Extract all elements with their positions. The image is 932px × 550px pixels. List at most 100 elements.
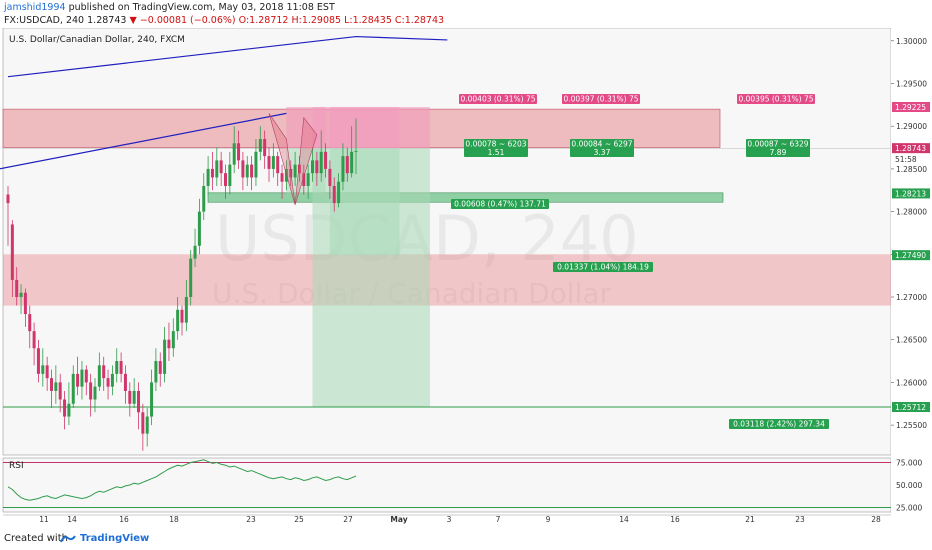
pl-label-2: 0.00084 ~ 6297 <box>571 140 632 149</box>
price-tag-label: 1.27490 <box>895 251 926 260</box>
candle-body <box>241 160 245 178</box>
candle-body <box>193 245 197 259</box>
created-with-text: Created with <box>4 533 68 544</box>
x-tick-label: 23 <box>246 515 256 524</box>
publish-text: published on TradingView.com, May 03, 20… <box>68 2 335 13</box>
rsi-line <box>7 459 357 501</box>
target-label-3: 0.03118 (2.42%) 297.34 <box>733 420 825 429</box>
symbol-label: FX:USDCAD, 240 <box>4 15 85 26</box>
target-label-2: 0.01337 (1.04%) 184.19 <box>557 263 649 272</box>
rsi-level-label: 25.000 <box>896 504 922 513</box>
candle-body <box>45 365 49 379</box>
candle-body <box>354 150 358 152</box>
rsi-title: RSI <box>9 461 24 471</box>
price-tag-label: 1.28213 <box>895 189 926 198</box>
pl-label-2-bg <box>570 139 634 157</box>
candle-countdown: 51:58 <box>895 155 917 164</box>
price-tag-bg <box>892 143 930 154</box>
candle-body <box>171 331 175 349</box>
candle-body <box>297 164 301 174</box>
pl-label-2-sub: 3.37 <box>594 148 611 157</box>
candle-body <box>332 185 336 204</box>
candle-body <box>324 151 328 169</box>
harmonic-leg-xab <box>268 113 296 205</box>
candle-body <box>150 382 154 417</box>
price-tag-label: 1.28743 <box>895 144 926 153</box>
price-axis <box>891 28 932 512</box>
candle-body <box>123 373 127 391</box>
candle-body <box>110 373 114 387</box>
x-tick-label: May <box>390 515 407 524</box>
candle-body <box>350 151 354 174</box>
chart-header: jamshid1994 published on TradingView.com… <box>0 0 932 28</box>
author-link[interactable]: jamshid1994 <box>4 2 66 13</box>
candle-body <box>41 365 45 374</box>
x-tick-label: 16 <box>119 515 129 524</box>
candle-body <box>228 164 232 186</box>
candle-body <box>254 151 258 178</box>
candle-body <box>50 378 53 391</box>
harmonic-leg-bcd <box>294 116 318 205</box>
pl-label-1-bg <box>464 139 528 157</box>
candle-body <box>302 173 306 186</box>
x-tick-label: 21 <box>745 515 755 524</box>
price-tick-label: 1.29000 <box>896 122 927 131</box>
candle-body <box>293 164 297 178</box>
candle-body <box>271 156 275 169</box>
candle-body <box>319 151 323 174</box>
price-tick-label: 1.28500 <box>896 165 927 174</box>
rsi-level-label: 50.000 <box>896 481 922 490</box>
candle-body <box>315 160 319 174</box>
risk-label-3: 0.00395 (0.31%) 75 <box>738 95 813 104</box>
tradingview-logo-icon <box>60 535 76 543</box>
price-tick-label: 1.26500 <box>896 336 927 345</box>
publish-info: jamshid1994 published on TradingView.com… <box>4 2 335 13</box>
tradingview-brand[interactable]: TradingView <box>80 533 150 544</box>
target-label-1-bg <box>451 199 549 209</box>
lower-trendline <box>0 112 287 170</box>
candle-body <box>32 331 36 349</box>
candle-body <box>19 292 23 298</box>
candle-body <box>341 156 345 182</box>
candle-body <box>93 386 97 400</box>
candle-body <box>115 361 119 374</box>
candle-body <box>258 139 262 152</box>
candle-body <box>306 173 310 186</box>
candle-body <box>328 168 332 186</box>
risk-label-1-bg <box>459 94 537 104</box>
x-tick-label: 11 <box>39 515 49 524</box>
price-tick-label: 1.25500 <box>896 421 927 430</box>
rsi-level-label: 75.000 <box>896 459 922 468</box>
candle-body <box>89 382 93 400</box>
candle-body <box>250 164 254 178</box>
x-tick-label: 16 <box>670 515 680 524</box>
footer: Created with TradingView <box>0 529 932 550</box>
candle-body <box>145 416 149 434</box>
candle-body <box>311 160 314 174</box>
candle-body <box>337 181 341 204</box>
rsi-pane <box>2 457 892 513</box>
candle-body <box>137 390 140 413</box>
candle-body <box>132 390 136 404</box>
candle-body <box>224 173 227 186</box>
pl-label-1: 0.00078 ~ 6203 <box>465 140 526 149</box>
risk-label-2: 0.00397 (0.31%) 75 <box>563 95 638 104</box>
price-tick-label: 1.27000 <box>896 293 927 302</box>
candle-body <box>97 365 101 387</box>
pl-label-1-sub: 1.51 <box>488 148 505 157</box>
candle-body <box>202 185 206 212</box>
candle-body <box>189 258 193 298</box>
candle-body <box>345 156 349 174</box>
candle-body <box>84 369 88 383</box>
candle-body <box>10 224 14 280</box>
candle-body <box>23 292 27 315</box>
candle-body <box>76 373 80 387</box>
risk-box <box>329 106 400 149</box>
candle-body <box>276 156 280 174</box>
candle-body <box>154 361 158 383</box>
candle-body <box>119 361 123 374</box>
upper-trendline <box>7 35 448 78</box>
candle-body <box>6 194 10 204</box>
x-tick-label: 23 <box>795 515 805 524</box>
